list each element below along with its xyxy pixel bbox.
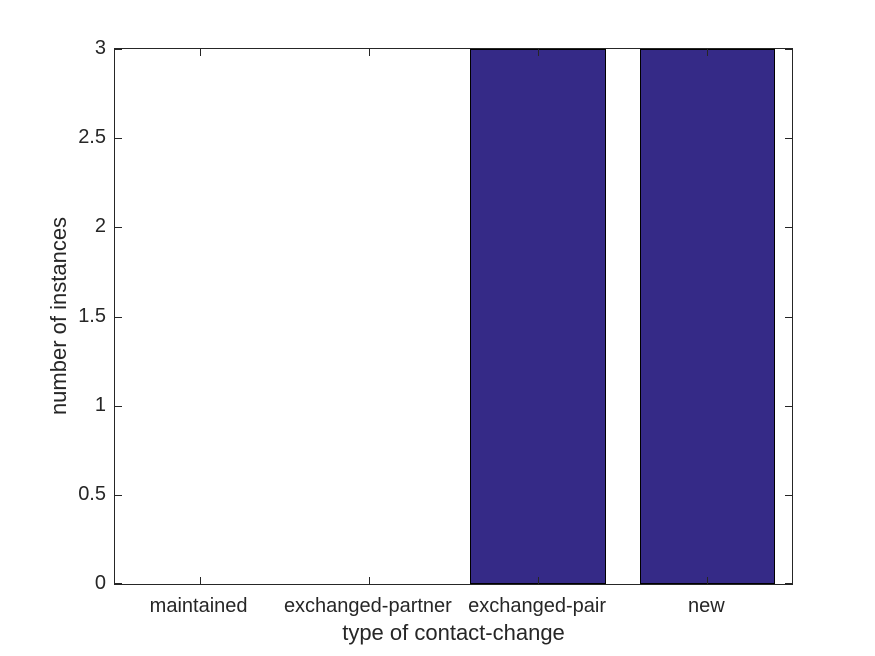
y-tick-label-0.5: 0.5 xyxy=(78,482,106,505)
y-tick-label-2.5: 2.5 xyxy=(78,126,106,149)
y-tick-right xyxy=(785,49,792,50)
x-tick-top xyxy=(707,49,709,56)
y-tick-left xyxy=(115,227,122,229)
x-tick-bottom xyxy=(368,577,370,584)
y-tick-right xyxy=(785,405,792,407)
y-tick-right xyxy=(785,227,792,229)
x-tick-bottom xyxy=(199,577,201,584)
x-tick-top xyxy=(199,49,201,56)
plot-area xyxy=(114,48,793,585)
y-tick-left xyxy=(115,405,122,407)
x-tick-top xyxy=(538,49,540,56)
y-tick-right xyxy=(785,494,792,496)
y-tick-left xyxy=(115,138,122,140)
x-tick-bottom xyxy=(538,577,540,584)
x-tick-bottom xyxy=(707,577,709,584)
x-tick-label-new: new xyxy=(688,595,725,617)
y-tick-label-0: 0 xyxy=(94,572,106,594)
y-tick-label-3: 3 xyxy=(94,37,106,59)
y-tick-left xyxy=(115,494,122,496)
x-tick-label-maintained: maintained xyxy=(149,595,248,617)
y-tick-left xyxy=(115,583,122,584)
y-tick-right xyxy=(785,316,792,318)
bar-new xyxy=(639,49,776,584)
x-tick-top xyxy=(368,49,370,56)
y-tick-left xyxy=(115,49,122,50)
y-tick-label-1: 1 xyxy=(94,393,106,416)
y-tick-left xyxy=(115,316,122,318)
y-tick-label-2: 2 xyxy=(94,215,106,238)
y-tick-right xyxy=(785,138,792,140)
x-axis-label: type of contact-change xyxy=(342,620,565,645)
bar-exchanged-pair xyxy=(470,49,606,584)
x-tick-label-exchanged-partner: exchanged-partner xyxy=(283,595,452,617)
x-tick-label-exchanged-pair: exchanged-pair xyxy=(468,595,607,617)
y-tick-label-1.5: 1.5 xyxy=(78,304,106,327)
y-tick-right xyxy=(785,583,792,584)
